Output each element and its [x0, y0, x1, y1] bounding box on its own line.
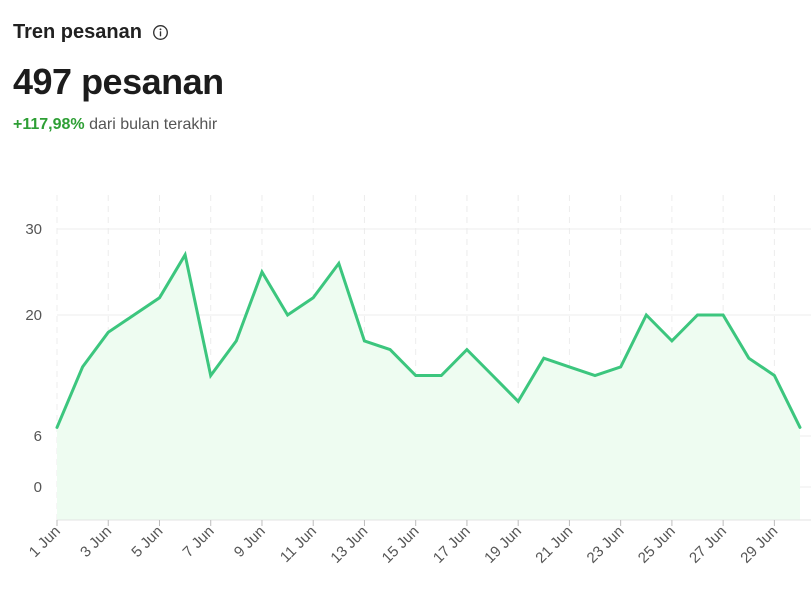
x-tick-label: 17 Jun	[430, 523, 474, 567]
chart-title: Tren pesanan	[13, 20, 142, 43]
change-description: dari bulan terakhir	[89, 116, 218, 133]
y-tick-label: 6	[34, 428, 42, 445]
series-line	[55, 250, 802, 429]
change-percentage: +117,98%	[13, 116, 85, 133]
x-tick-label: 15 Jun	[379, 523, 423, 567]
info-icon[interactable]	[152, 24, 169, 41]
x-tick-label: 1 Jun	[26, 523, 64, 561]
x-tick-label: 23 Jun	[584, 523, 628, 567]
change-summary: +117,98% dari bulan terakhir	[13, 116, 224, 134]
x-tick-label: 13 Jun	[327, 523, 371, 567]
y-tick-label: 30	[25, 221, 42, 238]
x-tick-label: 19 Jun	[481, 523, 525, 567]
x-tick-label: 9 Jun	[231, 523, 269, 561]
x-tick-label: 3 Jun	[77, 523, 115, 561]
x-tick-label: 25 Jun	[635, 523, 679, 567]
x-tick-label: 5 Jun	[128, 523, 166, 561]
y-tick-label: 20	[25, 307, 42, 324]
x-tick-label: 29 Jun	[737, 523, 781, 567]
x-tick-label: 11 Jun	[277, 523, 320, 566]
x-tick-label: 7 Jun	[180, 523, 218, 561]
x-tick-label: 27 Jun	[686, 523, 730, 567]
x-tick-label: 21 Jun	[532, 523, 576, 567]
order-total: 497 pesanan	[13, 61, 224, 102]
chart-header: Tren pesanan 497 pesanan +117,98% dari b…	[13, 14, 224, 134]
y-tick-label: 0	[34, 479, 42, 496]
title-row: Tren pesanan	[13, 14, 224, 50]
series-area	[57, 254, 800, 521]
